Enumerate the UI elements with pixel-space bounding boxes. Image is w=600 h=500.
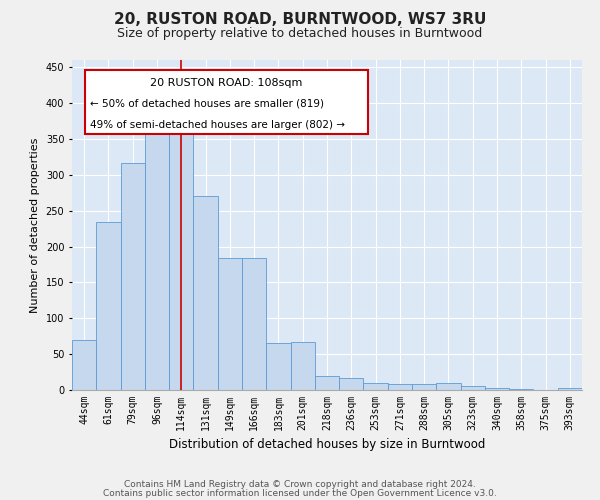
Bar [218,258,242,390]
Bar [145,124,169,390]
Text: ← 50% of detached houses are smaller (819): ← 50% of detached houses are smaller (81… [90,99,324,109]
Bar [242,258,266,390]
Bar [364,383,388,390]
Bar [436,383,461,390]
Text: 20, RUSTON ROAD, BURNTWOOD, WS7 3RU: 20, RUSTON ROAD, BURNTWOOD, WS7 3RU [114,12,486,28]
Bar [461,386,485,390]
Text: Contains public sector information licensed under the Open Government Licence v3: Contains public sector information licen… [103,488,497,498]
Bar [339,378,364,390]
X-axis label: Distribution of detached houses by size in Burntwood: Distribution of detached houses by size … [169,438,485,452]
Y-axis label: Number of detached properties: Number of detached properties [30,138,40,312]
Text: 49% of semi-detached houses are larger (802) →: 49% of semi-detached houses are larger (… [90,120,345,130]
FancyBboxPatch shape [85,70,368,134]
Bar [290,342,315,390]
Bar [121,162,145,390]
Text: 20 RUSTON ROAD: 108sqm: 20 RUSTON ROAD: 108sqm [150,78,302,88]
Bar [266,344,290,390]
Text: Contains HM Land Registry data © Crown copyright and database right 2024.: Contains HM Land Registry data © Crown c… [124,480,476,489]
Bar [96,222,121,390]
Bar [193,196,218,390]
Bar [169,124,193,390]
Bar [558,388,582,390]
Bar [388,384,412,390]
Bar [412,384,436,390]
Bar [315,376,339,390]
Bar [72,340,96,390]
Text: Size of property relative to detached houses in Burntwood: Size of property relative to detached ho… [118,28,482,40]
Bar [485,388,509,390]
